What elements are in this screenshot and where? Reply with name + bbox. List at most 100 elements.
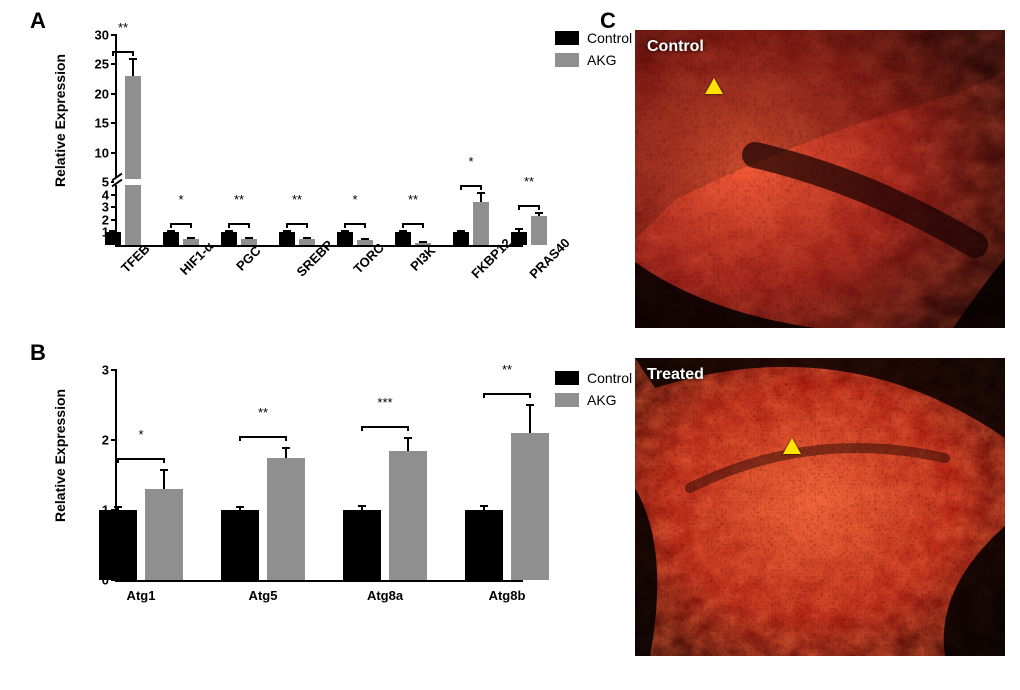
bar-control — [511, 232, 527, 245]
legend-b: Control AKG — [555, 370, 632, 414]
bar-control — [395, 232, 411, 245]
bar-akg — [473, 202, 489, 245]
legend-label-control: Control — [587, 370, 632, 386]
micrograph-texture — [635, 358, 1005, 656]
error-bar — [344, 231, 346, 232]
legend-item-control: Control — [555, 30, 632, 46]
bar-akg — [531, 216, 547, 245]
x-tick: Atg5 — [249, 588, 278, 603]
bar-control — [465, 510, 503, 580]
x-tick: Atg8a — [367, 588, 403, 603]
y-tick: 15 — [79, 116, 109, 131]
error-bar — [460, 231, 462, 233]
y-axis-label: Relative Expression — [52, 54, 68, 187]
y-tick: 25 — [79, 57, 109, 72]
x-tick: Atg1 — [127, 588, 156, 603]
bar-akg — [145, 489, 183, 580]
significance-marker: ** — [502, 362, 512, 377]
error-bar — [538, 213, 540, 216]
significance-marker: ** — [258, 405, 268, 420]
bar-akg — [125, 76, 141, 245]
significance-marker: * — [138, 427, 143, 442]
error-bar — [483, 506, 485, 510]
error-bar — [163, 470, 165, 489]
micrograph-control: Control — [635, 30, 1005, 328]
error-bar — [364, 239, 366, 240]
significance-marker: * — [468, 154, 473, 169]
bar-control — [105, 232, 121, 245]
bar-control — [221, 232, 237, 245]
error-bar — [239, 507, 241, 511]
bar-akg — [389, 451, 427, 581]
significance-marker: ** — [524, 174, 534, 189]
y-tick: 10 — [79, 145, 109, 160]
bar-akg — [267, 458, 305, 581]
y-tick: 5 — [79, 175, 109, 190]
significance-marker: ** — [292, 192, 302, 207]
error-bar — [422, 242, 424, 243]
bar-akg — [183, 239, 199, 245]
bar-control — [279, 232, 295, 245]
x-tick: Atg8b — [489, 588, 526, 603]
error-bar — [361, 506, 363, 510]
legend-item-akg: AKG — [555, 52, 632, 68]
y-tick: 3 — [79, 363, 109, 378]
error-bar — [285, 448, 287, 458]
error-bar — [518, 229, 520, 232]
legend-a: Control AKG — [555, 30, 632, 74]
error-bar — [480, 193, 482, 202]
legend-swatch-control — [555, 371, 579, 385]
error-bar — [402, 231, 404, 232]
error-bar — [228, 231, 230, 233]
micrograph-treated: Treated — [635, 358, 1005, 656]
x-tick: TORC — [350, 240, 386, 276]
y-axis-label: Relative Expression — [52, 389, 68, 522]
significance-marker: * — [352, 192, 357, 207]
bar-control — [453, 232, 469, 245]
significance-marker: * — [178, 192, 183, 207]
bar-control — [221, 510, 259, 580]
significance-marker: ** — [408, 192, 418, 207]
error-bar — [190, 238, 192, 240]
arrowhead-marker — [783, 438, 801, 454]
legend-item-control: Control — [555, 370, 632, 386]
legend-label-akg: AKG — [587, 392, 617, 408]
significance-marker: ** — [234, 192, 244, 207]
y-tick: 2 — [79, 433, 109, 448]
arrowhead-marker — [705, 78, 723, 94]
bar-control — [337, 232, 353, 245]
bar-akg — [299, 239, 315, 245]
error-bar — [306, 238, 308, 239]
x-tick: PGC — [233, 243, 264, 274]
y-tick: 20 — [79, 86, 109, 101]
micrograph-texture — [635, 30, 1005, 328]
chart-a: Relative Expression 123451015202530TFEB*… — [40, 25, 540, 325]
error-bar — [117, 507, 119, 511]
chart-b: Relative Expression 0123Atg1*Atg5**Atg8a… — [40, 360, 540, 660]
chart-b-axes: 0123Atg1*Atg5**Atg8a***Atg8b** — [115, 370, 523, 582]
significance-marker: *** — [377, 395, 392, 410]
x-tick: TFEB — [118, 241, 153, 276]
micrograph-label: Treated — [647, 366, 704, 384]
error-bar — [529, 405, 531, 433]
error-bar — [407, 438, 409, 451]
legend-swatch-control — [555, 31, 579, 45]
bar-control — [163, 232, 179, 245]
error-bar — [170, 231, 172, 233]
error-bar — [112, 231, 114, 233]
legend-label-control: Control — [587, 30, 632, 46]
bar-akg — [511, 433, 549, 580]
legend-swatch-akg — [555, 393, 579, 407]
legend-label-akg: AKG — [587, 52, 617, 68]
x-tick: PI3K — [407, 243, 438, 274]
micrograph-label: Control — [647, 38, 704, 56]
error-bar — [132, 59, 134, 76]
significance-marker: ** — [118, 20, 128, 35]
legend-item-akg: AKG — [555, 392, 632, 408]
error-bar — [248, 238, 250, 239]
bar-control — [343, 510, 381, 580]
bar-control — [99, 510, 137, 580]
y-tick: 30 — [79, 28, 109, 43]
chart-a-axes: 123451015202530TFEB**HIF1-α*PGC**SREBP**… — [115, 35, 523, 247]
error-bar — [286, 231, 288, 232]
